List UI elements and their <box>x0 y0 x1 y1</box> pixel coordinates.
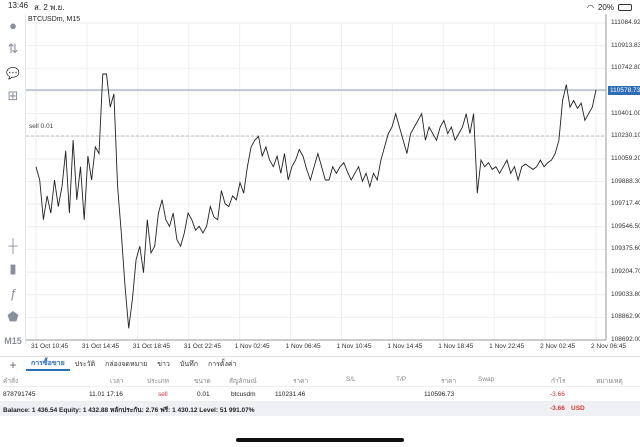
y-tick-label: 110059.20 <box>611 154 640 162</box>
header-type: ประเภท <box>147 378 169 385</box>
header-swap: Swap <box>478 376 495 383</box>
y-tick-label: 109888.30 <box>611 177 640 185</box>
header-time: เวลา <box>110 378 124 385</box>
x-tick-label: 31 Oct 10:45 <box>31 343 69 350</box>
header-comment: หมายเหตุ <box>596 378 623 385</box>
order-size: 0.01 <box>197 391 210 398</box>
y-tick-label: 109375.60 <box>611 245 640 253</box>
tab-journal[interactable]: บันทึก <box>179 361 198 368</box>
price-chart[interactable]: BTCUSDm, M15 sell 0.01 111084.92 110913.8… <box>26 14 640 356</box>
y-tick-label: 109033.80 <box>611 290 640 298</box>
header-tp: T/P <box>396 376 407 383</box>
header-current-price: ราคา <box>441 378 457 385</box>
order-type: sell <box>158 391 168 398</box>
tab-news[interactable]: ข่าว <box>157 361 170 368</box>
balance-summary: Balance: 1 436.54 Equity: 1 432.88 หลักป… <box>3 407 255 414</box>
left-toolbar: ● ⇅ 💬 ⊞ ┼ ▮ ƒ ⬟ M15 <box>0 14 26 346</box>
y-tick-label: 109717.40 <box>611 200 640 208</box>
order-symbol: btcusdm <box>231 391 256 398</box>
add-icon[interactable]: + <box>9 357 17 372</box>
wifi-icon: ◠ <box>587 2 594 12</box>
chart-symbol-label: BTCUSDm, M15 <box>28 16 81 23</box>
tab-settings[interactable]: การตั้งค่า <box>207 361 237 368</box>
account-icon[interactable]: ● <box>9 17 17 33</box>
home-indicator <box>236 438 404 442</box>
header-sl: S/L <box>346 376 356 383</box>
tab-trade[interactable]: การซื้อขาย <box>26 358 70 371</box>
x-tick-label: 1 Nov 10:45 <box>336 343 372 350</box>
battery-percent: 20% <box>597 2 614 12</box>
header-order: คำสั่ง <box>3 378 19 385</box>
x-tick-label: 31 Oct 18:45 <box>132 343 171 350</box>
header-profit: กำไร <box>551 378 566 385</box>
trade-icon[interactable]: ⇅ <box>7 41 19 56</box>
order-id: 878791745 <box>3 391 36 398</box>
x-tick-label: 2 Nov 02:45 <box>540 343 576 350</box>
new-order-icon[interactable]: ⊞ <box>7 88 19 103</box>
order-time: 11.01 17:16 <box>89 391 123 398</box>
x-tick-label: 31 Oct 14:45 <box>81 343 120 350</box>
table-row[interactable]: 878791745 11.01 17:16 sell 0.01 btcusdm … <box>0 387 640 402</box>
y-tick-label: 110913.83 <box>611 41 640 49</box>
chart-type-icon[interactable]: ▮ <box>9 261 17 276</box>
y-tick-label: 109204.70 <box>611 268 640 276</box>
x-tick-label: 2 Nov 06:45 <box>591 343 627 350</box>
battery-icon <box>618 3 632 11</box>
y-tick-label: 108692.00 <box>611 336 640 343</box>
header-symbol: สัญลักษณ์ <box>229 378 257 385</box>
y-tick-label: 110230.10 <box>611 132 640 140</box>
indicators-icon[interactable]: ƒ <box>9 285 17 301</box>
objects-icon[interactable]: ⬟ <box>7 309 19 324</box>
chart-canvas <box>26 14 607 341</box>
sell-order-label: sell 0.01 <box>28 123 55 130</box>
x-tick-label: 31 Oct 22:45 <box>183 343 221 350</box>
x-tick-label: 1 Nov 22:45 <box>489 343 525 350</box>
status-date: ส. 2 พ.ย. <box>34 2 65 12</box>
crosshair-icon[interactable]: ┼ <box>8 237 18 253</box>
y-tick-label: 108862.90 <box>611 313 640 321</box>
terminal-tabs: + การซื้อขาย ประวัติ กล่องจดหมาย ข่าว บั… <box>0 356 640 372</box>
profit-currency: USD <box>571 405 585 412</box>
table-header: คำสั่ง เวลา ประเภท ขนาด สัญลักษณ์ ราคา S… <box>0 372 640 387</box>
timeframe-button[interactable]: M15 <box>4 336 22 346</box>
chat-icon[interactable]: 💬 <box>6 67 20 80</box>
order-open-price: 110231.46 <box>275 391 306 398</box>
order-profit: -3.66 <box>550 391 565 398</box>
orders-table: คำสั่ง เวลา ประเภท ขนาด สัญลักษณ์ ราคา S… <box>0 372 640 402</box>
current-price-tag: 110578.73 <box>608 85 640 95</box>
status-bar: 13:46 ส. 2 พ.ย. ◠ 20% <box>0 0 640 14</box>
total-profit: -3.66 <box>550 405 565 412</box>
x-tick-label: 1 Nov 18:45 <box>438 343 474 350</box>
order-current-price: 110596.73 <box>424 391 455 398</box>
status-time: 13:46 <box>8 0 29 10</box>
x-tick-label: 1 Nov 14:45 <box>387 343 423 350</box>
y-tick-label: 109546.50 <box>611 222 640 230</box>
balance-bar: Balance: 1 436.54 Equity: 1 432.88 หลักป… <box>0 402 640 416</box>
tab-mailbox[interactable]: กล่องจดหมาย <box>105 361 148 368</box>
header-price: ราคา <box>293 378 309 385</box>
x-tick-label: 1 Nov 06:45 <box>285 343 321 350</box>
price-series-line <box>35 73 597 329</box>
y-tick-label: 110401.00 <box>611 109 640 117</box>
header-size: ขนาด <box>194 378 211 385</box>
tab-history[interactable]: ประวัติ <box>74 361 96 368</box>
y-tick-label: 110742.80 <box>611 64 640 72</box>
y-tick-label: 111084.92 <box>611 19 640 26</box>
x-tick-label: 1 Nov 02:45 <box>234 343 270 350</box>
